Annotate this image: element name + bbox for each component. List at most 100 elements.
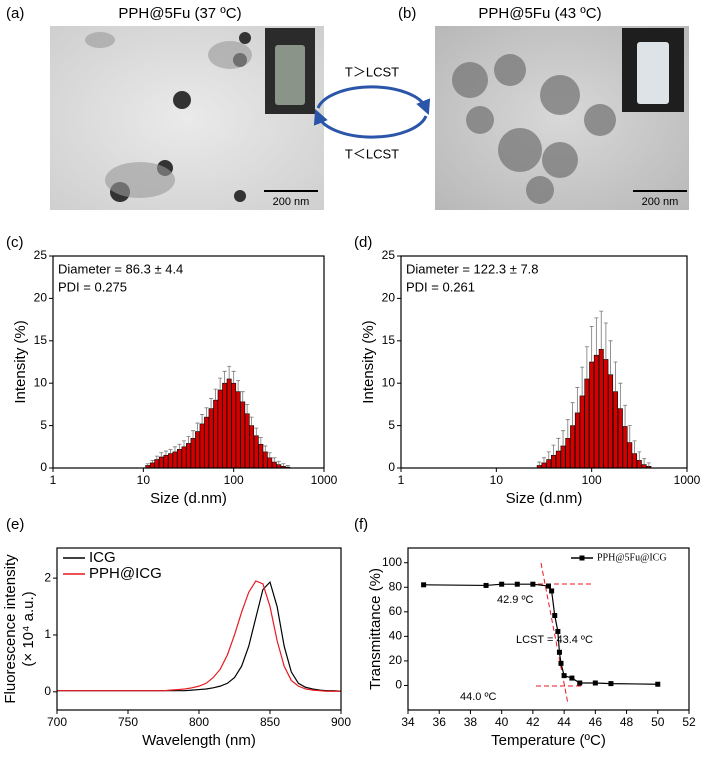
bar <box>555 450 561 469</box>
series-line <box>57 580 342 692</box>
annotation: LCST = 43.4 ºC <box>516 634 593 646</box>
bar <box>190 438 196 469</box>
y-tick-label: 15 <box>382 333 396 347</box>
error-bar <box>258 437 263 445</box>
marker <box>555 628 561 634</box>
y-tick-label: 20 <box>34 291 48 305</box>
marker <box>569 675 575 681</box>
fit-lines <box>530 562 592 705</box>
legend-label: PPH@5Fu@ICG <box>597 552 667 563</box>
scale-label: 200 nm <box>642 196 679 208</box>
error-bar <box>561 430 566 446</box>
vial <box>275 45 305 105</box>
bar <box>622 426 628 469</box>
error-bar <box>209 398 214 409</box>
panel-label: (a) <box>6 5 24 22</box>
error-bar <box>150 459 155 463</box>
bar <box>186 443 191 469</box>
x-axis-label: Size (d.nm) <box>506 490 583 507</box>
marker <box>556 649 562 655</box>
x-tick-label: 800 <box>189 715 209 729</box>
error-bar <box>613 361 618 392</box>
x-tick-label: 38 <box>464 715 478 729</box>
error-bar <box>213 388 218 401</box>
error-bar <box>195 422 200 432</box>
bar <box>584 378 590 469</box>
bar <box>253 435 259 469</box>
bar <box>249 425 255 469</box>
bar <box>574 412 580 469</box>
bar <box>199 423 205 469</box>
x-tick-label: 48 <box>620 715 634 729</box>
error-bar <box>589 325 594 362</box>
x-axis-label: Wavelength (nm) <box>142 732 256 749</box>
error-bar <box>227 365 232 379</box>
bar <box>222 382 228 469</box>
bar <box>208 408 214 469</box>
bar <box>617 408 623 469</box>
bar <box>603 359 609 469</box>
x-tick-label: 750 <box>118 715 138 729</box>
x-tick-label: 900 <box>331 715 351 729</box>
error-bar <box>584 346 589 379</box>
x-tick-label: 36 <box>433 715 447 729</box>
error-bar <box>556 437 561 452</box>
marker <box>549 588 555 594</box>
y-tick-label: 1 <box>44 627 51 641</box>
y-tick-label: 0 <box>40 460 47 474</box>
vial <box>637 42 669 104</box>
x-tick-label: 1000 <box>311 473 338 487</box>
y-axis-label: Fluorescence intensity <box>2 554 19 704</box>
x-tick-label: 10 <box>137 473 151 487</box>
bar <box>560 445 566 469</box>
plot-frame <box>400 255 688 469</box>
bar <box>627 442 633 469</box>
bar <box>177 449 182 469</box>
panel-label: (b) <box>398 5 416 22</box>
bar <box>541 462 547 469</box>
bar <box>181 446 187 469</box>
error-bar <box>231 370 236 384</box>
bar <box>632 453 638 469</box>
error-bar <box>594 317 599 356</box>
annotation: 42.9 ºC <box>497 594 533 606</box>
error-bar <box>172 446 177 452</box>
image-title: PPH@5Fu (37 ºC) <box>118 5 241 22</box>
error-bar <box>218 377 223 390</box>
x-tick-label: 1000 <box>674 473 701 487</box>
bar <box>226 378 232 469</box>
bar <box>168 453 173 469</box>
error-bar <box>541 457 546 463</box>
plot-frame <box>52 255 325 469</box>
y-tick-label: 20 <box>389 653 403 667</box>
marker <box>483 582 489 588</box>
error-bar <box>546 451 551 460</box>
annotation: Diameter = 122.3 ± 7.8 <box>406 261 539 276</box>
x-tick-label: 46 <box>589 715 603 729</box>
error-bar <box>154 455 159 460</box>
plot-frame <box>56 547 342 711</box>
marker <box>421 582 427 588</box>
bar <box>271 461 277 469</box>
bar <box>598 348 604 469</box>
error-bar <box>177 443 182 450</box>
y-tick-label: 15 <box>34 333 48 347</box>
y-tick-label: 20 <box>382 291 396 305</box>
annotation: PDI = 0.261 <box>406 279 475 294</box>
error-bar <box>575 387 580 413</box>
bar <box>267 457 273 469</box>
bar <box>235 391 241 469</box>
bar <box>579 395 585 469</box>
error-bar <box>186 436 191 444</box>
error-bar <box>267 452 272 458</box>
error-bar <box>608 340 613 375</box>
bar <box>204 416 209 469</box>
x-tick-label: 34 <box>401 715 415 729</box>
x-tick-label: 52 <box>682 715 696 729</box>
y-axis-label: Intensity (%) <box>12 320 29 403</box>
marker <box>530 581 536 587</box>
bar <box>195 431 200 469</box>
bar <box>158 456 164 469</box>
x-tick-label: 1 <box>50 473 57 487</box>
x-tick-label: 50 <box>651 715 665 729</box>
